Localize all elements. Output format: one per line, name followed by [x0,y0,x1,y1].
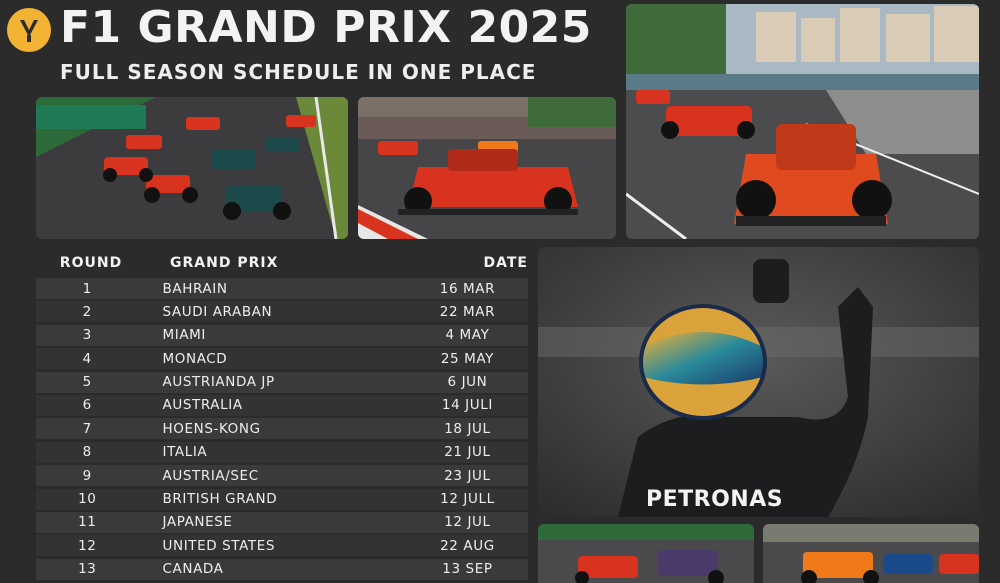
round-cell: 3 [82,327,92,344]
grand-prix-cell: BRITISH GRAND [162,491,278,508]
grand-prix-cell: AUSTRIANDA JP [162,374,275,391]
schedule-table: ROUND GRAND PRIX DATE 1 BAHRAIN 16 MAR 2 SAU… [36,248,528,582]
grand-prix-cell: MONACD [162,350,228,367]
column-header-date: DATE [483,255,528,271]
race-photo-start [36,97,348,239]
table-row: 5 AUSTRIANDA JP 6 JUN [36,371,528,393]
grand-prix-cell: AUSTRALIA [162,397,243,414]
date-cell: 22 MAR [439,303,496,320]
date-cell: 21 JUL [444,444,491,461]
schedule-body: 1 BAHRAIN 16 MAR 2 SAUDI ARABAN 22 MAR 3 MIAMI 4… [36,278,528,580]
grand-prix-cell: HOENS-KONG [162,420,261,437]
page-subtitle: FULL SEASON SCHEDULE IN ONE PLACE [60,60,537,84]
column-header-grand-prix: GRAND PRIX [170,255,279,271]
round-cell: 4 [82,350,92,367]
table-row: 13 CANADA 13 SEP [36,558,528,580]
grand-prix-cell: BAHRAIN [162,280,228,297]
round-cell: 11 [78,514,97,531]
table-row: 1 BAHRAIN 16 MAR [36,278,528,299]
round-cell: 8 [82,444,92,461]
race-photo-bottom-left [538,524,754,583]
round-cell: 13 [78,561,97,578]
race-photo-monaco [626,4,979,239]
driver-celebration-photo: PETRONAS [538,247,979,517]
race-photo-ferrari [358,97,616,239]
grand-prix-cell: MIAMI [162,327,207,344]
column-header-round: ROUND [59,255,123,271]
grand-prix-cell: UNITED STATES [162,537,276,554]
date-cell: 23 JUL [444,467,491,484]
date-cell: 12 JULL [440,491,495,508]
round-cell: 10 [78,491,97,508]
table-row: 10 BRITISH GRAND 12 JULL [36,488,528,510]
round-cell: 1 [82,280,92,297]
date-cell: 22 AUG [440,537,495,554]
table-row: 3 MIAMI 4 MAY [36,324,528,346]
date-cell: 6 JUN [447,374,488,391]
table-row: 12 UNITED STATES 22 AUG [36,535,528,557]
grand-prix-cell: CANADA [162,561,224,578]
date-cell: 13 SEP [442,561,493,578]
round-cell: 7 [82,420,92,437]
f1-trophy-logo-icon [7,8,51,52]
date-cell: 12 JUL [444,514,491,531]
round-cell: 2 [82,303,92,320]
table-row: 2 SAUDI ARABAN 22 MAR [36,301,528,323]
date-cell: 4 MAY [445,327,490,344]
table-row: 9 AUSTRIA/SEC 23 JUL [36,465,528,487]
race-photo-bottom-right [763,524,979,583]
round-cell: 5 [82,374,92,391]
grand-prix-cell: JAPANESE [162,514,233,531]
table-row: 4 MONACD 25 MAY [36,348,528,370]
date-cell: 14 JULI [441,397,493,414]
table-row: 6 AUSTRALIA 14 JULI [36,394,528,416]
table-row: 8 ITALIA 21 JUL [36,441,528,463]
page-title: F1 GRAND PRIX 2025 [60,2,592,53]
date-cell: 16 MAR [439,280,496,297]
grand-prix-cell: ITALIA [162,444,208,461]
date-cell: 25 MAY [440,350,495,367]
sponsor-text: PETRONAS [646,487,784,512]
table-row: 11 JAPANESE 12 JUL [36,511,528,533]
date-cell: 18 JUL [444,420,491,437]
schedule-header-row: ROUND GRAND PRIX DATE [36,248,528,278]
round-cell: 12 [78,537,97,554]
grand-prix-cell: SAUDI ARABAN [162,303,273,320]
round-cell: 6 [82,397,92,414]
grand-prix-cell: AUSTRIA/SEC [162,467,259,484]
table-row: 7 HOENS-KONG 18 JUL [36,418,528,440]
round-cell: 9 [82,467,92,484]
